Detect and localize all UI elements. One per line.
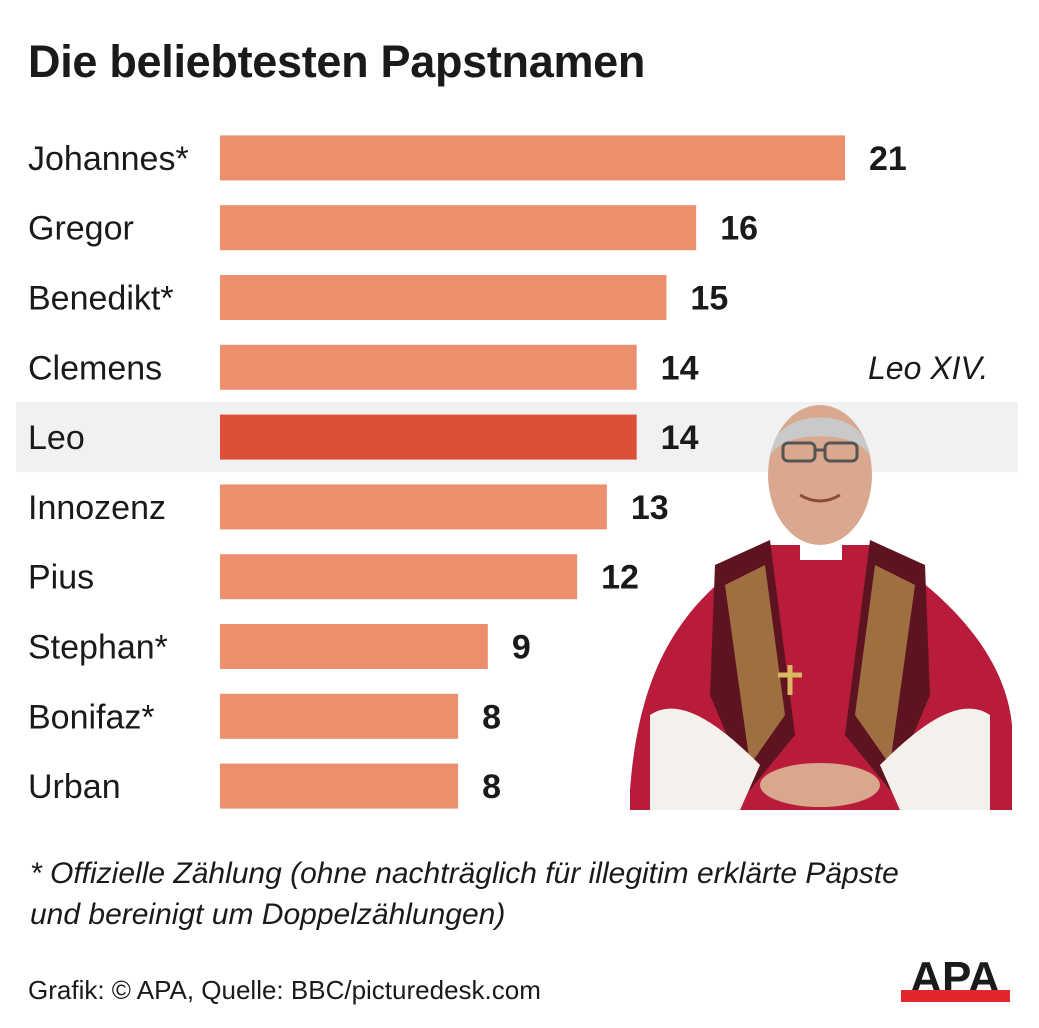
category-label: Urban — [28, 768, 121, 806]
bar — [220, 484, 607, 530]
bar — [220, 763, 459, 809]
footnote: * Offizielle Zählung (ohne nachträglich … — [30, 857, 899, 931]
value-label: 8 — [482, 698, 501, 736]
photo-caption: Leo XIV. — [868, 350, 989, 386]
bar — [220, 275, 667, 320]
category-label: Leo — [28, 419, 85, 457]
bar — [220, 554, 578, 600]
value-label: 13 — [631, 489, 669, 527]
value-label: 14 — [661, 419, 699, 457]
bar — [220, 693, 459, 739]
value-label: 9 — [512, 629, 531, 667]
bar — [220, 205, 697, 251]
category-label: Innozenz — [28, 489, 166, 527]
value-label: 21 — [869, 140, 907, 178]
bar — [220, 135, 845, 181]
bar — [220, 414, 637, 460]
value-label: 16 — [720, 210, 758, 248]
category-label: Johannes* — [28, 140, 189, 178]
apa-logo: APA — [901, 955, 1010, 1002]
category-label: Gregor — [28, 210, 134, 248]
source-credit: Grafik: © APA, Quelle: BBC/picturedesk.c… — [28, 975, 541, 1005]
bar — [220, 344, 637, 390]
bar — [220, 624, 488, 669]
chart-title: Die beliebtesten Papstnamen — [28, 36, 646, 87]
category-label: Stephan* — [28, 629, 168, 667]
category-label: Bonifaz* — [28, 698, 155, 736]
value-label: 12 — [601, 559, 639, 597]
category-label: Pius — [28, 559, 94, 597]
category-label: Benedikt* — [28, 280, 174, 318]
value-label: 14 — [661, 349, 699, 387]
pope-photo — [630, 405, 1012, 810]
value-label: 15 — [690, 280, 728, 318]
value-label: 8 — [482, 768, 501, 806]
bar-chart: Johannes* 21 Gregor 16 Benedikt* 15 Clemens 14 L… — [16, 135, 1018, 809]
category-label: Clemens — [28, 349, 162, 387]
